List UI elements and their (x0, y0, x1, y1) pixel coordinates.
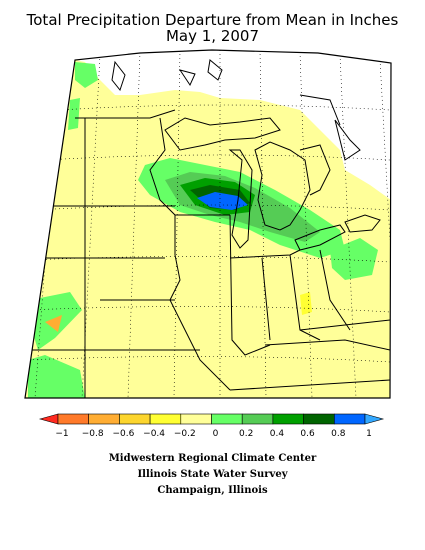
credit-location: Champaign, Illinois (157, 485, 268, 496)
blue-core (197, 192, 248, 210)
legend-swatch (211, 413, 243, 425)
legend-tick-label: −0.8 (82, 429, 104, 439)
green-patch-ssw (28, 355, 85, 398)
legend-swatch (303, 413, 335, 425)
legend-tick-label: 0 (213, 429, 219, 439)
credit-organization: Midwestern Regional Climate Center (108, 453, 317, 464)
legend-swatch (272, 413, 304, 425)
legend-bar (38, 413, 385, 425)
green-patch-w (68, 98, 80, 130)
yellow-patch-ohio (300, 292, 312, 315)
legend-arrow-low (38, 413, 59, 425)
legend-swatch (241, 413, 274, 425)
green-patch-nw (75, 62, 98, 88)
map-title: Total Precipitation Departure from Mean … (26, 11, 399, 29)
legend-tick-label: 0.2 (239, 429, 253, 439)
land-area (25, 60, 391, 398)
map-frame (24, 49, 392, 399)
credit-survey: Illinois State Water Survey (137, 469, 288, 480)
legend-swatch (180, 413, 212, 425)
legend-tick-label: −1 (55, 429, 68, 439)
legend-tick-label: 1 (366, 429, 372, 439)
orange-patch-sw (45, 315, 62, 332)
legend-tick-label: −0.4 (143, 429, 165, 439)
legend-tick-label: −0.2 (174, 429, 196, 439)
legend-swatch (119, 413, 151, 425)
legend-tick-label: 0.4 (270, 429, 285, 439)
legend-tick-label: −0.6 (112, 429, 134, 439)
legend-swatch (333, 413, 366, 425)
legend-swatch (149, 413, 182, 425)
legend-tick-label: 0.8 (331, 429, 346, 439)
legend-swatch (57, 413, 90, 425)
legend-labels: −1 −0.8 −0.6 −0.4 −0.2 0 0.2 0.4 0.6 0.8 1 (55, 429, 372, 439)
legend-arrow-high (364, 413, 385, 425)
legend-swatch (88, 413, 120, 425)
map-date: May 1, 2007 (165, 27, 260, 45)
legend-tick-label: 0.6 (300, 429, 315, 439)
